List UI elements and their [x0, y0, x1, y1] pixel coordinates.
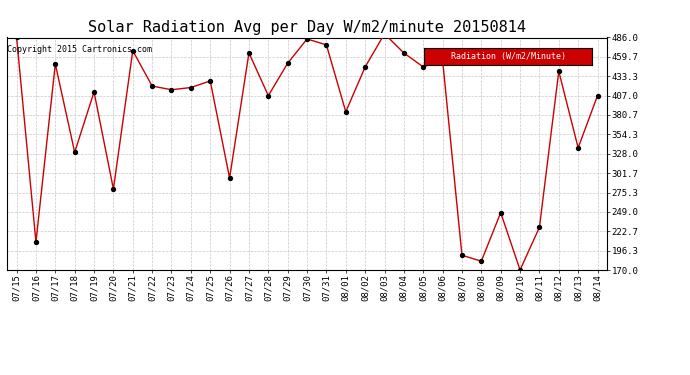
Point: [534, 224, 545, 230]
Point: [457, 252, 468, 258]
Point: [108, 186, 119, 192]
Point: [88, 89, 99, 95]
Point: [244, 50, 255, 56]
Point: [224, 175, 235, 181]
Point: [282, 60, 293, 66]
Point: [495, 210, 506, 216]
Point: [573, 145, 584, 151]
Point: [146, 83, 157, 89]
Point: [127, 48, 138, 54]
Point: [340, 109, 351, 115]
Point: [417, 64, 428, 70]
Point: [186, 84, 197, 90]
Text: Copyright 2015 Cartronics.com: Copyright 2015 Cartronics.com: [7, 45, 152, 54]
Point: [476, 258, 487, 264]
Point: [592, 93, 603, 99]
Point: [379, 31, 390, 37]
Point: [166, 87, 177, 93]
Point: [263, 93, 274, 99]
Point: [205, 78, 216, 84]
Point: [11, 34, 22, 40]
Title: Solar Radiation Avg per Day W/m2/minute 20150814: Solar Radiation Avg per Day W/m2/minute …: [88, 20, 526, 35]
Point: [437, 57, 448, 63]
Point: [515, 267, 526, 273]
Point: [69, 149, 80, 155]
Point: [302, 36, 313, 42]
Point: [359, 64, 371, 70]
Point: [321, 42, 332, 48]
Point: [553, 68, 564, 74]
Point: [30, 239, 41, 245]
Point: [50, 61, 61, 67]
Point: [398, 50, 409, 56]
